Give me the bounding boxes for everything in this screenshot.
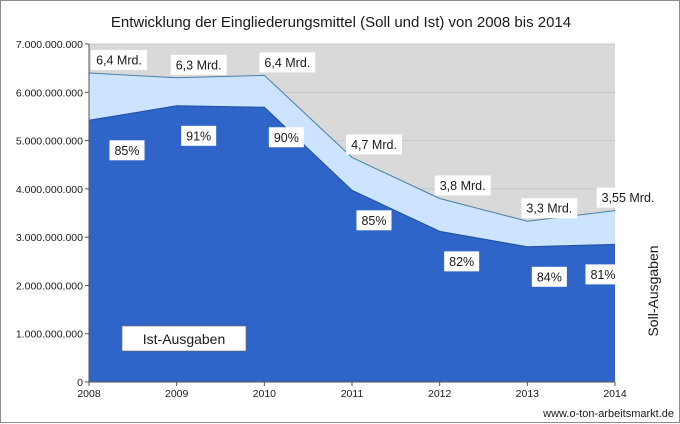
soll-ausgaben-line bbox=[88, 72, 616, 222]
ist-data-label-text: 90% bbox=[274, 131, 299, 145]
soll-data-label-text: 3,55 Mrd. bbox=[602, 191, 655, 205]
y-tick-label: 5.000.000.000 bbox=[16, 136, 83, 148]
soll-data-label-text: 4,7 Mrd. bbox=[351, 138, 397, 152]
x-tick-label: 2013 bbox=[516, 388, 540, 400]
ist-data-label: 81% bbox=[585, 264, 621, 285]
soll-data-label: 6,3 Mrd. bbox=[170, 54, 227, 75]
source-url: www.o-ton-arbeitsmarkt.de bbox=[542, 408, 674, 420]
y-tick-label: 0 bbox=[77, 377, 83, 389]
ist-data-label-box bbox=[531, 266, 567, 287]
soll-data-label: 4,7 Mrd. bbox=[346, 134, 402, 155]
ist-data-label-text: 85% bbox=[361, 214, 386, 228]
ist-data-label: 91% bbox=[181, 125, 217, 146]
y-tick-label: 7.000.000.000 bbox=[16, 39, 83, 51]
ist-data-label: 84% bbox=[531, 266, 567, 287]
ist-data-label-text: 82% bbox=[449, 255, 474, 269]
soll-data-label-box bbox=[91, 49, 147, 70]
ist-data-label: 85% bbox=[356, 210, 392, 231]
soll-data-label: 6,4 Mrd. bbox=[259, 52, 316, 73]
soll-data-label: 3,8 Mrd. bbox=[434, 175, 491, 196]
soll-data-label-box bbox=[259, 52, 316, 73]
soll-data-label-box bbox=[434, 175, 491, 196]
x-tick-label: 2011 bbox=[341, 388, 364, 400]
soll-data-label-text: 6,3 Mrd. bbox=[176, 58, 222, 72]
soll-data-label-box bbox=[521, 198, 578, 219]
soll-data-label-text: 6,4 Mrd. bbox=[264, 56, 310, 70]
ist-ausgaben-line bbox=[88, 105, 616, 248]
y-tick-label: 1.000.000.000 bbox=[16, 329, 83, 341]
soll-data-label: 3,3 Mrd. bbox=[521, 198, 578, 219]
soll-data-label-box bbox=[346, 134, 402, 155]
x-tick-label: 2008 bbox=[77, 388, 101, 400]
ist-data-label-box bbox=[268, 127, 304, 148]
y-tick-label: 3.000.000.000 bbox=[16, 232, 83, 244]
soll-data-label: 6,4 Mrd. bbox=[91, 49, 147, 70]
soll-data-label-text: 3,3 Mrd. bbox=[526, 202, 572, 216]
soll-data-label-box bbox=[170, 54, 227, 75]
ist-data-label-text: 85% bbox=[114, 144, 139, 158]
ist-ausgaben-area bbox=[89, 105, 615, 382]
ist-data-label-text: 91% bbox=[186, 129, 211, 143]
ist-ausgaben-legend-box: Ist-Ausgaben bbox=[121, 325, 247, 352]
ist-data-label: 82% bbox=[444, 251, 480, 272]
soll-data-label: 3,55 Mrd. bbox=[596, 187, 660, 208]
soll-ausgaben-axis-label: Soll-Ausgaben bbox=[645, 245, 661, 336]
ist-data-label-box bbox=[444, 251, 480, 272]
x-tick-label: 2014 bbox=[603, 388, 627, 400]
ist-data-label: 85% bbox=[109, 140, 145, 161]
y-tick-label: 4.000.000.000 bbox=[16, 184, 83, 196]
chart-title: Entwicklung der Eingliederungsmittel (So… bbox=[111, 14, 571, 31]
x-tick-label: 2009 bbox=[165, 388, 189, 400]
soll-data-label-text: 3,8 Mrd. bbox=[440, 179, 486, 193]
ist-data-label-text: 84% bbox=[537, 270, 562, 284]
y-tick-label: 2.000.000.000 bbox=[16, 280, 83, 292]
x-tick-label: 2010 bbox=[253, 388, 277, 400]
x-tick-label: 2012 bbox=[428, 388, 452, 400]
y-tick-label: 6.000.000.000 bbox=[16, 87, 83, 99]
ist-data-label-box bbox=[356, 210, 392, 231]
ist-ausgaben-legend-label: Ist-Ausgaben bbox=[143, 331, 226, 347]
ist-data-label-text: 81% bbox=[590, 268, 615, 282]
ist-data-label-box bbox=[181, 125, 217, 146]
soll-data-label-text: 6,4 Mrd. bbox=[96, 53, 142, 67]
ist-data-label-box bbox=[109, 140, 145, 161]
ist-data-label-box bbox=[585, 264, 621, 285]
ist-data-label: 90% bbox=[268, 127, 304, 148]
soll-data-label-box bbox=[596, 187, 660, 208]
